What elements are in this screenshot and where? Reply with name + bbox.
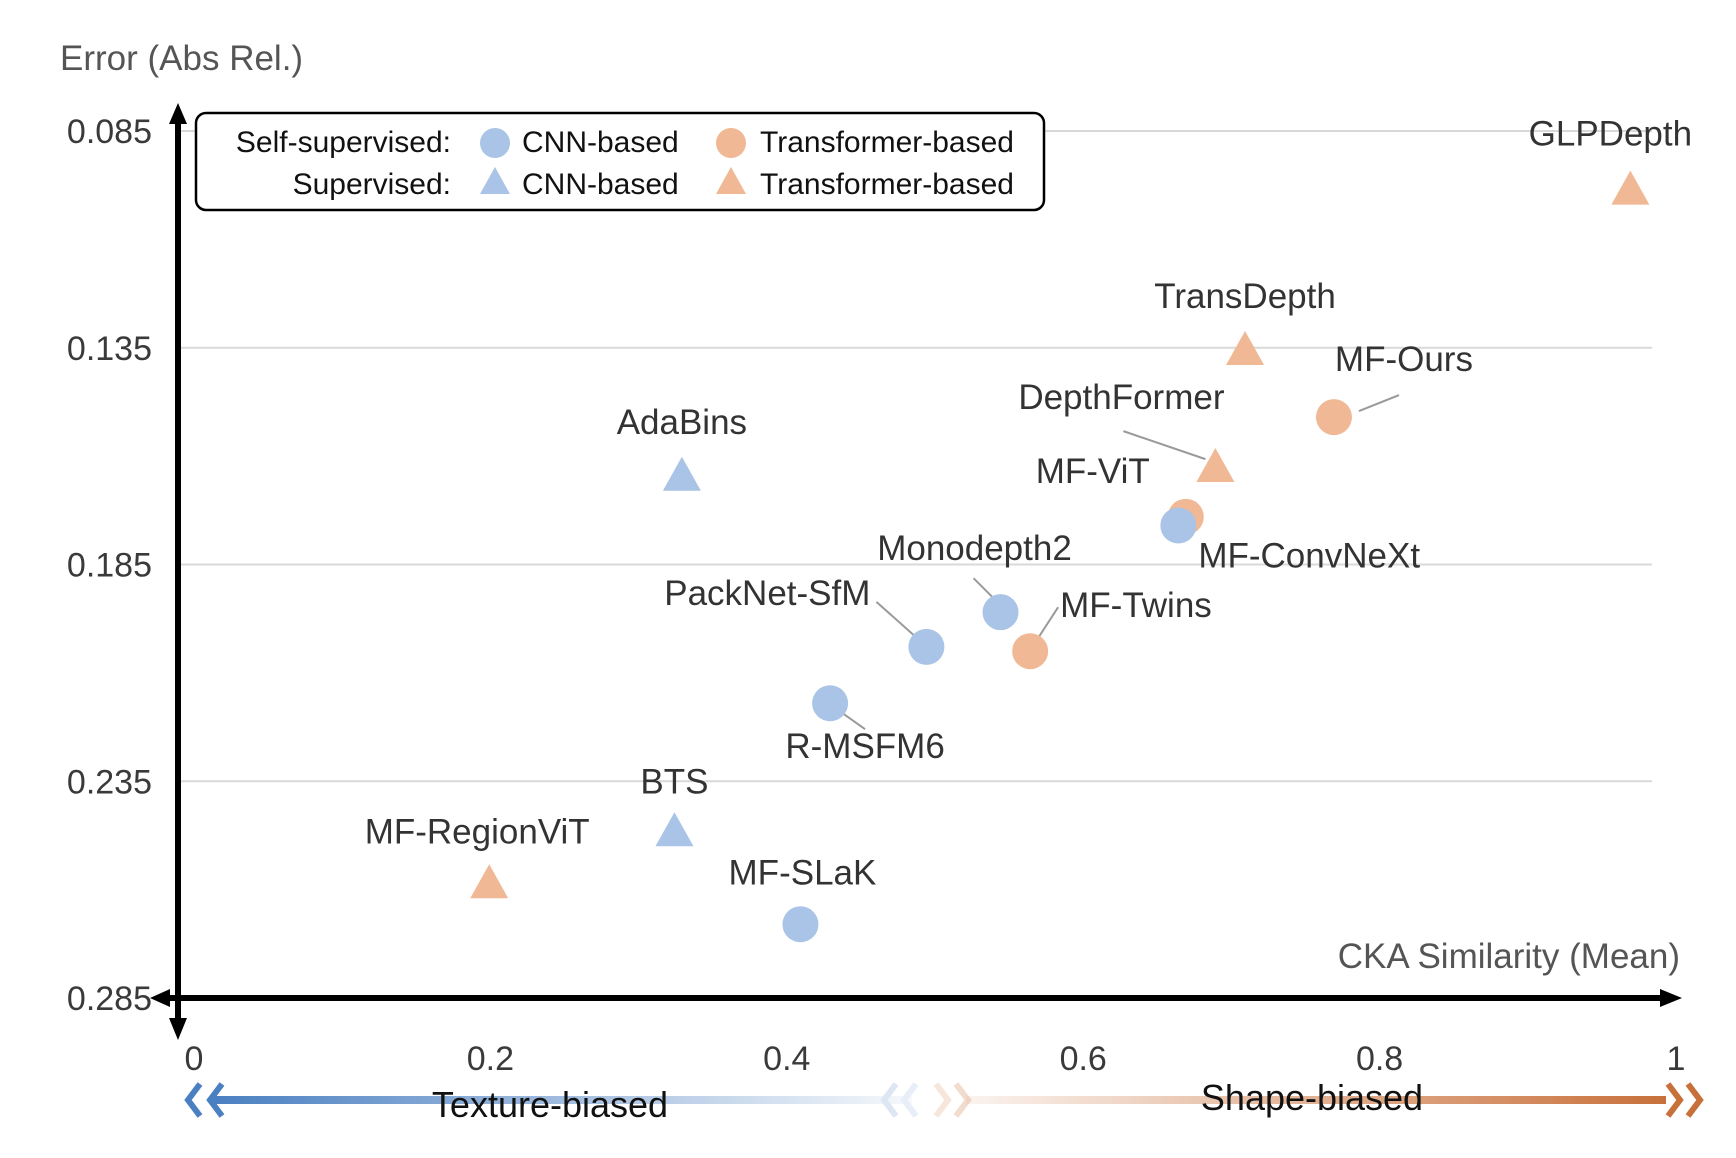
legend-self-cnn-text: CNN-based (522, 126, 679, 159)
label-monodepth2: Monodepth2 (877, 529, 1072, 568)
label-packnet-sfm: PackNet-SfM (664, 574, 870, 613)
y-axis-title: Error (Abs Rel.) (60, 39, 303, 78)
legend-supervised-cnn-text: CNN-based (522, 168, 679, 201)
label-mf-ours: MF-Ours (1335, 340, 1473, 379)
marker-r-msfm6 (812, 685, 849, 722)
x-axis-arrow-left (150, 989, 170, 1007)
legend-triangle-transformer-marker (716, 167, 746, 194)
texture-chevron-outer (184, 1082, 203, 1118)
label-mf-regionvit: MF-RegionViT (365, 812, 590, 851)
shape-biased-label: Shape-biased (1201, 1077, 1423, 1118)
marker-glpdepth (1611, 170, 1650, 205)
x-tick-label: 1 (1667, 1040, 1686, 1078)
leader-depthformer (1123, 430, 1206, 461)
legend-circle-cnn-marker (480, 128, 510, 158)
marker-transdepth (1226, 331, 1265, 366)
x-tick-label: 0.6 (1060, 1040, 1107, 1078)
label-glpdepth: GLPDepth (1529, 115, 1692, 154)
shape-gradient-bar (966, 1096, 1666, 1104)
x-tick-label: 0.4 (763, 1040, 810, 1078)
x-tick-label: 0.8 (1356, 1040, 1403, 1078)
texture-chevron-inner (206, 1082, 225, 1118)
y-tick-label: 0.235 (67, 763, 152, 801)
label-bts: BTS (640, 762, 708, 801)
marker-mf-ours (1315, 399, 1352, 436)
x-tick-label: 0 (185, 1040, 204, 1078)
shape-chevron-faded-inner (933, 1082, 952, 1118)
marker-mf-twins (1012, 633, 1049, 670)
label-mf-vit: MF-ViT (1036, 452, 1150, 491)
label-mf-slak: MF-SLaK (729, 853, 877, 892)
bias-arrow: Texture-biased Shape-biased (184, 1077, 1704, 1125)
marker-mf-convnext (1160, 507, 1197, 544)
label-transdepth: TransDepth (1154, 277, 1336, 316)
legend-circle-transformer-marker (716, 128, 746, 158)
shape-chevron-inner (1665, 1082, 1684, 1118)
legend-row-self-label: Self-supervised: (236, 126, 451, 159)
x-tick-labels: 0 0.2 0.4 0.6 0.8 1 (185, 1040, 1686, 1078)
label-mf-convnext: MF-ConvNeXt (1198, 536, 1420, 575)
gridlines (178, 130, 1652, 783)
legend-self-transformer-text: Transformer-based (760, 126, 1014, 159)
marker-mf-regionvit (470, 864, 509, 899)
y-tick-label: 0.185 (67, 547, 152, 585)
legend-box (194, 111, 1046, 212)
x-axis-title: CKA Similarity (Mean) (1338, 937, 1680, 976)
marker-adabins (662, 456, 701, 491)
legend-triangle-cnn-marker (480, 167, 510, 194)
label-depthformer: DepthFormer (1018, 378, 1225, 417)
x-tick-label: 0.2 (467, 1040, 514, 1078)
y-axis-arrow-top (169, 103, 187, 124)
marker-bts (655, 812, 694, 847)
label-adabins: AdaBins (617, 403, 747, 442)
data-markers (470, 170, 1650, 943)
legend: Self-supervised: CNN-based Transformer-b… (194, 111, 1046, 212)
marker-depthformer (1196, 448, 1235, 483)
shape-chevron-outer (1685, 1082, 1704, 1118)
data-labels: GLPDepth TransDepth MF-Ours DepthFormer AdaB… (365, 115, 1692, 893)
texture-gradient-bar (212, 1096, 912, 1104)
legend-row-supervised-label: Supervised: (293, 168, 451, 201)
axes (150, 103, 1682, 1040)
y-tick-label: 0.285 (67, 980, 152, 1018)
x-axis-arrow-right (1660, 989, 1682, 1007)
marker-monodepth2 (982, 594, 1019, 631)
texture-chevron-faded-inner (900, 1082, 919, 1118)
texture-chevron-faded-outer (880, 1082, 899, 1118)
label-mf-twins: MF-Twins (1060, 586, 1212, 625)
texture-biased-label: Texture-biased (432, 1084, 668, 1125)
y-axis-arrow-bottom (169, 1018, 187, 1040)
legend-supervised-transformer-text: Transformer-based (760, 168, 1014, 201)
marker-mf-slak (782, 906, 819, 943)
y-tick-label: 0.085 (67, 113, 152, 151)
marker-packnet-sfm (908, 628, 945, 665)
leader-mf-ours (1358, 394, 1400, 413)
label-r-msfm6: R-MSFM6 (785, 727, 944, 766)
y-tick-label: 0.135 (67, 330, 152, 368)
y-tick-labels: 0.085 0.135 0.185 0.235 0.285 (67, 113, 152, 1018)
